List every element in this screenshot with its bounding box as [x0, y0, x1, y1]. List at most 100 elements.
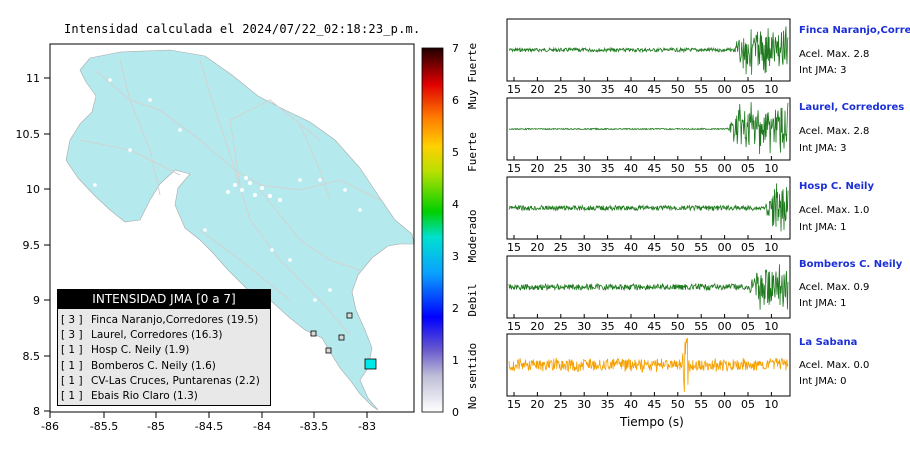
trace-tick-label: 15 — [507, 398, 521, 411]
colorbar-tick: 5 — [452, 146, 459, 159]
colorbar-tick: 0 — [452, 406, 459, 419]
colorbar-tick: 1 — [452, 354, 459, 367]
trace-tick-label: 25 — [554, 241, 568, 254]
legend-code: [ 1 ] — [61, 344, 83, 357]
map-ytick: 9 — [33, 294, 40, 307]
station-acel: Acel. Max. 1.0 — [799, 205, 870, 216]
trace-tick-label: 10 — [764, 241, 778, 254]
map-ytick: 8.5 — [23, 350, 41, 363]
map-ytick: 11 — [26, 72, 40, 85]
trace-tick-label: 25 — [554, 162, 568, 175]
colorbar-tick: 4 — [452, 198, 459, 211]
trace-tick-label: 15 — [507, 162, 521, 175]
waveform-trace — [508, 264, 789, 310]
trace-tick-label: 30 — [577, 241, 591, 254]
station-acel: Acel. Max. 0.0 — [799, 360, 870, 371]
costa-rica-landmass — [65, 49, 415, 411]
map-ytick: 10 — [26, 183, 40, 196]
trace-tick-label: 05 — [741, 398, 755, 411]
trace-tick-label: 00 — [718, 320, 732, 333]
legend-row: [ 1 ] Bomberos C. Neily (1.6) — [58, 359, 270, 374]
colorbar-tick: 3 — [452, 250, 459, 263]
trace-tick-label: 15 — [507, 83, 521, 96]
trace-tick-label: 55 — [694, 320, 708, 333]
trace-tick-label: 45 — [647, 398, 661, 411]
trace-tick-label: 35 — [601, 241, 615, 254]
station-int: Int JMA: 1 — [799, 222, 847, 233]
trace-tick-label: 30 — [577, 83, 591, 96]
trace-tick-label: 30 — [577, 398, 591, 411]
trace-tick-label: 55 — [694, 241, 708, 254]
trace-tick-label: 35 — [601, 83, 615, 96]
waveform-trace — [508, 183, 789, 232]
trace-tick-label: 20 — [530, 398, 544, 411]
trace-tick-label: 15 — [507, 241, 521, 254]
trace-tick-label: 45 — [647, 320, 661, 333]
trace-tick-label: 25 — [554, 320, 568, 333]
trace-tick-label: 50 — [671, 83, 685, 96]
legend-text: Finca Naranjo,Corredores (19.5) — [91, 314, 259, 326]
trace-tick-label: 40 — [624, 398, 638, 411]
legend-text: Hosp C. Neily (1.9) — [91, 344, 190, 357]
trace-tick-label: 20 — [530, 241, 544, 254]
map-xtick: -83.5 — [300, 420, 328, 433]
legend-row: [ 1 ] Hosp C. Neily (1.9) — [58, 343, 270, 358]
trace-tick-label: 20 — [530, 320, 544, 333]
map-xtick: -85.5 — [90, 420, 118, 433]
colorbar-category: Muy Fuerte — [466, 43, 479, 109]
trace-tick-label: 10 — [764, 320, 778, 333]
trace-tick-label: 10 — [764, 398, 778, 411]
map-xtick: -83 — [358, 420, 376, 433]
trace-tick-label: 00 — [718, 241, 732, 254]
legend-text: Ebais Rio Claro (1.3) — [91, 389, 198, 402]
trace-tick-label: 30 — [577, 162, 591, 175]
trace-tick-label: 00 — [718, 398, 732, 411]
station-int: Int JMA: 1 — [799, 298, 847, 309]
legend-text: Bomberos C. Neily (1.6) — [91, 359, 216, 372]
colorbar-category: No sentido — [466, 343, 479, 409]
map-xtick: -84 — [253, 420, 271, 433]
trace-tick-label: 50 — [671, 162, 685, 175]
trace-tick-label: 35 — [601, 398, 615, 411]
trace-tick-label: 10 — [764, 83, 778, 96]
map-xtick: -84.5 — [195, 420, 223, 433]
time-axis-label: Tiempo (s) — [620, 415, 684, 429]
trace-tick-label: 55 — [694, 162, 708, 175]
legend-row: [ 3 ] Laurel, Corredores (16.3) — [58, 328, 270, 343]
colorbar-category: Fuerte — [466, 132, 479, 172]
station-acel: Acel. Max. 0.9 — [799, 282, 870, 293]
colorbar-category: Debil — [466, 283, 479, 316]
trace-tick-label: 05 — [741, 162, 755, 175]
station-name: La Sabana — [799, 337, 858, 348]
legend-code: [ 1 ] — [61, 374, 83, 387]
trace-tick-label: 35 — [601, 320, 615, 333]
trace-tick-label: 20 — [530, 83, 544, 96]
trace-tick-label: 40 — [624, 83, 638, 96]
trace-tick-label: 35 — [601, 162, 615, 175]
waveform-trace — [508, 337, 789, 393]
legend-row: [ 1 ] Ebais Rio Claro (1.3) — [58, 389, 270, 404]
station-acel: Acel. Max. 2.8 — [799, 49, 870, 60]
trace-tick-label: 25 — [554, 398, 568, 411]
trace-tick-label: 50 — [671, 320, 685, 333]
colorbar-tick: 2 — [452, 302, 459, 315]
station-name: Finca Naranjo,Corredores — [799, 25, 910, 36]
trace-tick-label: 05 — [741, 83, 755, 96]
legend-code: [ 1 ] — [61, 389, 83, 402]
station-int: Int JMA: 3 — [799, 65, 847, 76]
trace-tick-label: 50 — [671, 241, 685, 254]
map-ytick: 10.5 — [16, 128, 41, 141]
trace-tick-label: 05 — [741, 320, 755, 333]
trace-tick-label: 45 — [647, 83, 661, 96]
station-name: Bomberos C. Neily — [799, 259, 903, 270]
map-xtick: -85 — [147, 420, 165, 433]
trace-tick-label: 30 — [577, 320, 591, 333]
intensity-stations — [310, 312, 377, 370]
trace-tick-label: 45 — [647, 241, 661, 254]
legend-row: [ 1 ] CV-Las Cruces, Puntarenas (2.2) — [58, 374, 270, 389]
trace-tick-label: 00 — [718, 162, 732, 175]
trace-tick-label: 25 — [554, 83, 568, 96]
map-xtick: -86 — [41, 420, 59, 433]
